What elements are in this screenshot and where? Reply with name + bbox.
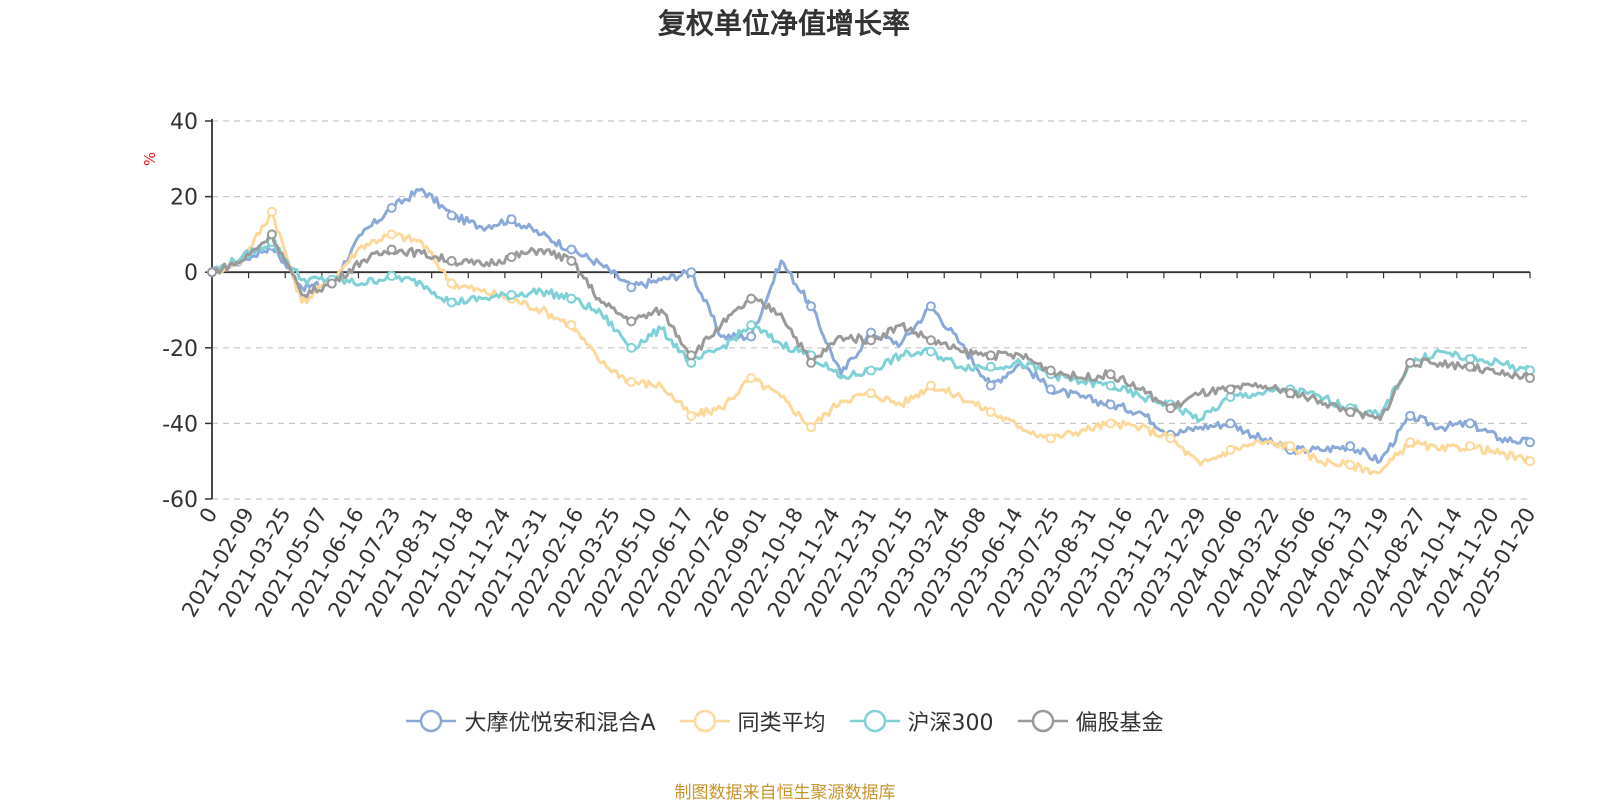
data-point: [1105, 399, 1116, 410]
chart-title: 复权单位净值增长率: [657, 7, 910, 40]
data-point: [626, 316, 637, 327]
data-point: [566, 255, 577, 266]
data-point: [326, 278, 337, 289]
data-point: [626, 282, 637, 293]
data-point: [746, 331, 757, 342]
data-point: [746, 293, 757, 304]
data-point: [1045, 433, 1056, 444]
legend-item[interactable]: 大摩优悦安和混合A: [406, 705, 656, 737]
data-point: [266, 206, 277, 217]
data-point: [1165, 403, 1176, 414]
data-point: [266, 229, 277, 240]
data-point: [1525, 437, 1535, 448]
data-point: [1225, 444, 1236, 455]
data-point: [1345, 441, 1356, 452]
data-point: [446, 255, 457, 266]
data-point: [1345, 459, 1356, 470]
data-point: [746, 320, 757, 331]
y-tick-label: 40: [170, 110, 198, 135]
data-point: [1225, 384, 1236, 395]
data-point: [207, 267, 217, 278]
data-point: [866, 335, 876, 346]
data-point: [1405, 357, 1416, 368]
data-point: [506, 289, 517, 300]
legend-swatch-icon: [1017, 709, 1068, 733]
data-point: [1525, 456, 1535, 467]
data-point: [626, 342, 637, 353]
legend-label: 沪深300: [907, 711, 994, 736]
data-point: [1165, 433, 1176, 444]
data-point: [386, 244, 397, 255]
data-point: [1105, 369, 1116, 380]
x-tick-label: 0: [195, 504, 222, 528]
data-point: [1345, 407, 1356, 418]
data-point: [566, 293, 577, 304]
data-point: [1465, 418, 1476, 429]
data-point: [1105, 418, 1116, 429]
legend-swatch-icon: [406, 709, 457, 733]
data-point: [506, 252, 517, 263]
data-point: [806, 422, 817, 433]
data-point: [985, 380, 996, 391]
data-point: [446, 278, 457, 289]
data-point: [1465, 441, 1476, 452]
data-point: [566, 320, 577, 331]
data-point: [925, 301, 936, 312]
data-point: [1285, 441, 1296, 452]
data-point: [1285, 388, 1296, 399]
data-point: [386, 202, 397, 213]
data-point: [925, 346, 936, 357]
y-tick-label: -40: [162, 412, 198, 437]
legend: 大摩优悦安和混合A 同类平均 沪深300 偏股基金: [0, 705, 1570, 737]
legend-item[interactable]: 同类平均: [679, 705, 826, 737]
data-point: [866, 388, 876, 399]
data-point: [1105, 380, 1116, 391]
data-point: [1405, 437, 1416, 448]
data-point: [925, 335, 936, 346]
legend-swatch-icon: [679, 709, 730, 733]
data-point: [446, 297, 457, 308]
legend-label: 偏股基金: [1075, 711, 1164, 736]
data-point: [686, 267, 697, 278]
data-point: [686, 350, 697, 361]
data-point: [746, 373, 757, 384]
data-point: [985, 407, 996, 418]
data-point: [866, 365, 876, 376]
data-point: [386, 229, 397, 240]
data-point: [925, 380, 936, 391]
y-tick-label: 0: [184, 261, 198, 286]
data-point: [806, 357, 817, 368]
source-note: 制图数据来自恒生聚源数据库: [674, 783, 896, 803]
series-line: [210, 187, 1532, 464]
legend-item[interactable]: 沪深300: [849, 705, 994, 737]
data-point: [686, 410, 697, 421]
legend-label: 大摩优悦安和混合A: [464, 711, 656, 736]
data-point: [985, 361, 996, 372]
data-point: [1225, 418, 1236, 429]
data-point: [506, 214, 517, 225]
data-point: [1045, 365, 1056, 376]
legend-item[interactable]: 偏股基金: [1017, 705, 1164, 737]
legend-swatch-icon: [849, 709, 900, 733]
data-point: [626, 376, 637, 387]
data-point: [566, 244, 577, 255]
data-point: [985, 350, 996, 361]
y-tick-label: -20: [162, 337, 198, 362]
data-point: [446, 210, 457, 221]
legend-label: 同类平均: [737, 711, 826, 736]
y-tick-label: 20: [170, 186, 198, 211]
data-point: [386, 270, 397, 281]
data-point: [1525, 373, 1535, 384]
data-point: [1465, 361, 1476, 372]
data-point: [806, 301, 817, 312]
y-tick-label: -60: [162, 488, 198, 513]
data-point: [1405, 410, 1416, 421]
data-point: [1045, 384, 1056, 395]
